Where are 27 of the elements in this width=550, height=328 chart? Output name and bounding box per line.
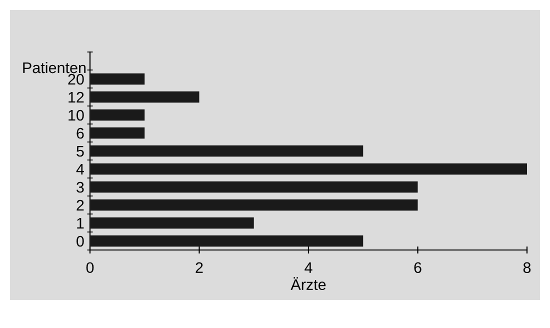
y-tick-label: 20 — [68, 74, 84, 85]
bar — [90, 91, 200, 103]
bar — [90, 73, 145, 85]
x-tick-label: 8 — [523, 262, 531, 274]
y-tick-label: 1 — [77, 218, 84, 229]
y-tick-label: 0 — [76, 236, 84, 247]
x-tick-label: 6 — [414, 262, 422, 274]
y-tick-label: 5 — [76, 146, 84, 157]
bar — [90, 181, 418, 193]
bar — [90, 199, 418, 211]
bar — [90, 127, 145, 139]
y-axis-title: Patienten — [23, 62, 86, 74]
bar — [90, 145, 364, 157]
bar — [90, 163, 527, 175]
bar — [90, 217, 254, 229]
y-tick-label: 4 — [76, 164, 84, 175]
y-tick-label: 6 — [76, 128, 84, 139]
bar — [90, 109, 145, 121]
x-axis-title: Ärzte — [290, 277, 326, 290]
x-tick-label: 2 — [196, 262, 203, 273]
bar — [90, 235, 364, 247]
x-tick-label: 0 — [86, 262, 94, 274]
y-tick-label: 2 — [76, 200, 84, 211]
y-tick-label: 12 — [68, 92, 84, 103]
x-tick-label: 4 — [304, 262, 312, 273]
y-tick-label: 3 — [76, 182, 84, 193]
y-tick-label: 10 — [68, 110, 84, 121]
